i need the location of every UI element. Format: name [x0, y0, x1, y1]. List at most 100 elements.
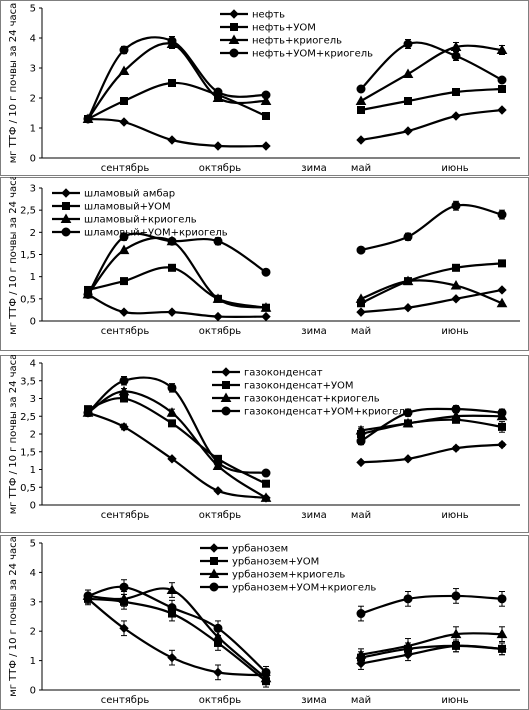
y-tick-label: 3,5	[20, 376, 36, 387]
x-category-label: зима	[301, 326, 327, 337]
x-category-label: октябрь	[199, 163, 242, 174]
data-point	[498, 85, 506, 93]
y-axis-label: мг ТТФ / 10 г почвы за 24 часа	[8, 3, 19, 164]
y-tick-label: 0	[30, 501, 36, 512]
legend: урбанозем урбанозем+УОМ урбанозем+криогель…	[200, 543, 376, 594]
legend-marker	[62, 202, 70, 210]
chart-panel-3: 0 0,5 1 1,5 2 2,5 3 3,5 4 мг ТТФ / 10 г почвы за …	[0, 355, 529, 533]
data-point	[213, 311, 223, 322]
x-category-label: май	[351, 695, 371, 706]
data-point	[213, 667, 223, 678]
data-point	[83, 591, 93, 601]
data-point	[212, 631, 224, 642]
x-category-label: июнь	[441, 510, 468, 521]
data-point	[450, 628, 462, 639]
legend-label: урбанозем+УОМ+криогель	[232, 583, 376, 594]
data-point	[261, 141, 271, 151]
data-point	[119, 623, 129, 633]
data-point	[451, 443, 461, 453]
legend-label: газоконденсат	[244, 368, 323, 379]
data-point	[260, 302, 272, 312]
series-line	[360, 203, 503, 252]
data-point	[452, 641, 460, 650]
y-tick-label: 2	[30, 228, 36, 239]
x-category-label: сентябрь	[101, 163, 150, 174]
data-point	[261, 90, 271, 100]
series-line	[360, 443, 503, 464]
legend-marker	[60, 213, 72, 223]
data-point	[498, 259, 506, 268]
data-point	[498, 644, 506, 653]
data-point	[403, 302, 413, 313]
data-point	[83, 408, 93, 418]
legend-label: шламовый+криогель	[84, 215, 197, 226]
data-point	[167, 236, 177, 246]
x-category-label: сентябрь	[101, 326, 150, 337]
legend-marker	[221, 406, 231, 416]
data-point	[450, 41, 462, 51]
y-tick-label: 2,5	[20, 412, 36, 423]
legend-label: урбанозем+криогель	[232, 570, 345, 581]
data-point	[452, 263, 460, 272]
data-point	[403, 408, 413, 418]
data-point	[355, 649, 367, 659]
data-point	[451, 111, 461, 121]
data-point	[212, 293, 224, 303]
legend: нефть нефть+УОМ нефть+криогель нефть+УОМ+кр…	[220, 9, 373, 60]
data-point	[497, 210, 507, 220]
data-point	[119, 117, 129, 127]
data-point	[213, 141, 223, 151]
x-category-label: октябрь	[199, 510, 242, 521]
series-line	[360, 108, 503, 142]
data-point	[402, 417, 414, 428]
data-point	[451, 591, 461, 601]
data-point	[168, 79, 176, 87]
data-point	[213, 457, 223, 467]
series-circle	[83, 200, 507, 299]
data-point	[451, 404, 461, 414]
series-line	[360, 41, 503, 90]
data-point	[167, 135, 177, 145]
x-category-label: зима	[301, 163, 327, 174]
y-tick-label: 3	[30, 184, 36, 195]
data-point	[119, 307, 129, 317]
x-category-label: октябрь	[199, 326, 242, 337]
legend-label: урбанозем	[232, 544, 288, 555]
data-point	[451, 294, 461, 304]
y-tick-label: 4	[30, 34, 36, 45]
x-category-label: май	[351, 510, 371, 521]
y-tick-label: 5	[30, 4, 36, 15]
legend-marker	[228, 34, 240, 44]
data-point	[167, 383, 177, 393]
data-point	[120, 394, 128, 403]
y-axis-label: мг ТТФ / 10 г почвы за 24 часа	[8, 355, 19, 514]
legend-marker	[210, 557, 218, 565]
data-point	[261, 667, 271, 677]
data-point	[403, 126, 413, 136]
series-circle	[83, 375, 507, 478]
legend-marker	[221, 367, 231, 377]
data-point	[496, 628, 508, 639]
x-category-label: июнь	[441, 695, 468, 706]
data-point	[403, 232, 413, 242]
data-point	[403, 39, 413, 49]
series-line	[360, 632, 503, 656]
legend: шламовый амбар шламовый+УОМ шламовый+криог…	[52, 188, 228, 239]
series-diamond	[83, 285, 507, 322]
y-tick-label: 1,5	[20, 250, 36, 261]
legend-label: нефть+УОМ	[252, 23, 316, 34]
data-point	[118, 593, 130, 603]
data-point	[450, 410, 462, 421]
legend-label: газоконденсат+криогель	[244, 394, 380, 405]
data-point	[168, 263, 176, 272]
data-point	[356, 307, 366, 317]
data-point	[355, 95, 367, 105]
data-point	[120, 97, 128, 105]
data-point	[167, 603, 177, 613]
data-point	[167, 36, 177, 46]
series-line	[360, 407, 503, 443]
data-point	[120, 277, 128, 286]
data-point	[213, 486, 223, 496]
data-point	[404, 97, 412, 105]
data-point	[260, 95, 272, 105]
